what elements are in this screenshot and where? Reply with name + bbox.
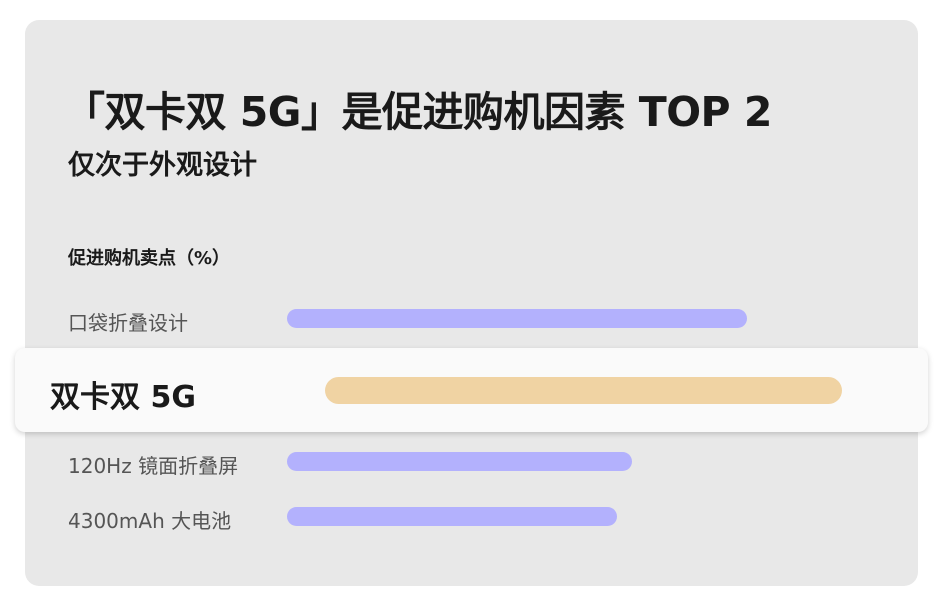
category-label-highlight: 双卡双 5G: [50, 380, 196, 415]
bar-pocket-fold: [287, 309, 747, 328]
bar-dual-sim-5g: [325, 377, 842, 404]
chart-card: [25, 20, 918, 586]
y-axis-label: 促进购机卖点（%）: [68, 248, 231, 269]
category-label: 口袋折叠设计: [68, 311, 188, 335]
category-label: 4300mAh 大电池: [68, 509, 232, 533]
category-label: 120Hz 镜面折叠屏: [68, 454, 239, 478]
bar-120hz-screen: [287, 452, 632, 471]
chart-title: 「双卡双 5G」是促进购机因素 TOP 2: [64, 88, 772, 136]
chart-subtitle: 仅次于外观设计: [68, 150, 257, 181]
bar-battery: [287, 507, 617, 526]
